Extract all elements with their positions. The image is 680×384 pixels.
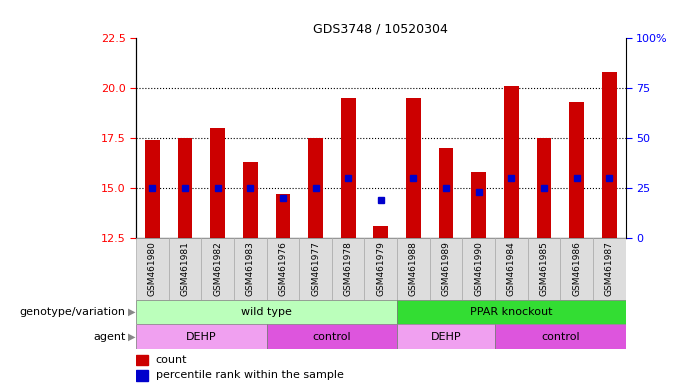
Text: GSM461979: GSM461979 (376, 242, 386, 296)
Bar (569, 102, 584, 238)
Bar (201, 238, 234, 300)
Bar (177, 138, 192, 238)
Bar (397, 300, 626, 324)
Text: control: control (313, 332, 351, 342)
Text: genotype/variation: genotype/variation (20, 307, 126, 317)
Text: GSM461976: GSM461976 (278, 242, 288, 296)
Bar (397, 238, 430, 300)
Text: GSM461988: GSM461988 (409, 242, 418, 296)
Text: ▶: ▶ (128, 332, 135, 342)
Bar (136, 355, 148, 365)
Bar (267, 324, 397, 349)
Bar (373, 226, 388, 238)
Text: agent: agent (93, 332, 126, 342)
Text: count: count (156, 355, 187, 365)
Text: percentile rank within the sample: percentile rank within the sample (156, 370, 343, 381)
Text: GSM461983: GSM461983 (245, 242, 255, 296)
Bar (406, 98, 421, 238)
Text: GSM461987: GSM461987 (605, 242, 614, 296)
Bar (495, 238, 528, 300)
Text: DEHP: DEHP (430, 332, 462, 342)
Bar (439, 148, 454, 238)
Text: GSM461990: GSM461990 (474, 242, 483, 296)
Bar (308, 138, 323, 238)
Bar (136, 300, 397, 324)
Bar (495, 324, 626, 349)
Text: control: control (541, 332, 579, 342)
Text: GSM461986: GSM461986 (572, 242, 581, 296)
Bar (275, 194, 290, 238)
Bar (267, 238, 299, 300)
Text: ▶: ▶ (128, 307, 135, 317)
Bar (397, 324, 495, 349)
Bar (332, 238, 364, 300)
Bar (504, 86, 519, 238)
Text: GSM461980: GSM461980 (148, 242, 157, 296)
Text: GSM461985: GSM461985 (539, 242, 549, 296)
Text: GSM461989: GSM461989 (441, 242, 451, 296)
Text: GSM461978: GSM461978 (343, 242, 353, 296)
Text: PPAR knockout: PPAR knockout (470, 307, 553, 317)
Bar (430, 238, 462, 300)
Bar (169, 238, 201, 300)
Bar (528, 238, 560, 300)
Bar (243, 162, 258, 238)
Text: GSM461977: GSM461977 (311, 242, 320, 296)
Text: GSM461984: GSM461984 (507, 242, 516, 296)
Bar (145, 140, 160, 238)
Title: GDS3748 / 10520304: GDS3748 / 10520304 (313, 23, 448, 36)
Text: GSM461981: GSM461981 (180, 242, 190, 296)
Bar (537, 138, 551, 238)
Bar (602, 72, 617, 238)
Text: GSM461982: GSM461982 (213, 242, 222, 296)
Bar (299, 238, 332, 300)
Bar (136, 324, 267, 349)
Text: DEHP: DEHP (186, 332, 217, 342)
Bar (364, 238, 397, 300)
Bar (136, 238, 169, 300)
Bar (560, 238, 593, 300)
Bar (136, 370, 148, 381)
Bar (234, 238, 267, 300)
Bar (341, 98, 356, 238)
Bar (462, 238, 495, 300)
Text: wild type: wild type (241, 307, 292, 317)
Bar (471, 172, 486, 238)
Bar (593, 238, 626, 300)
Bar (210, 128, 225, 238)
